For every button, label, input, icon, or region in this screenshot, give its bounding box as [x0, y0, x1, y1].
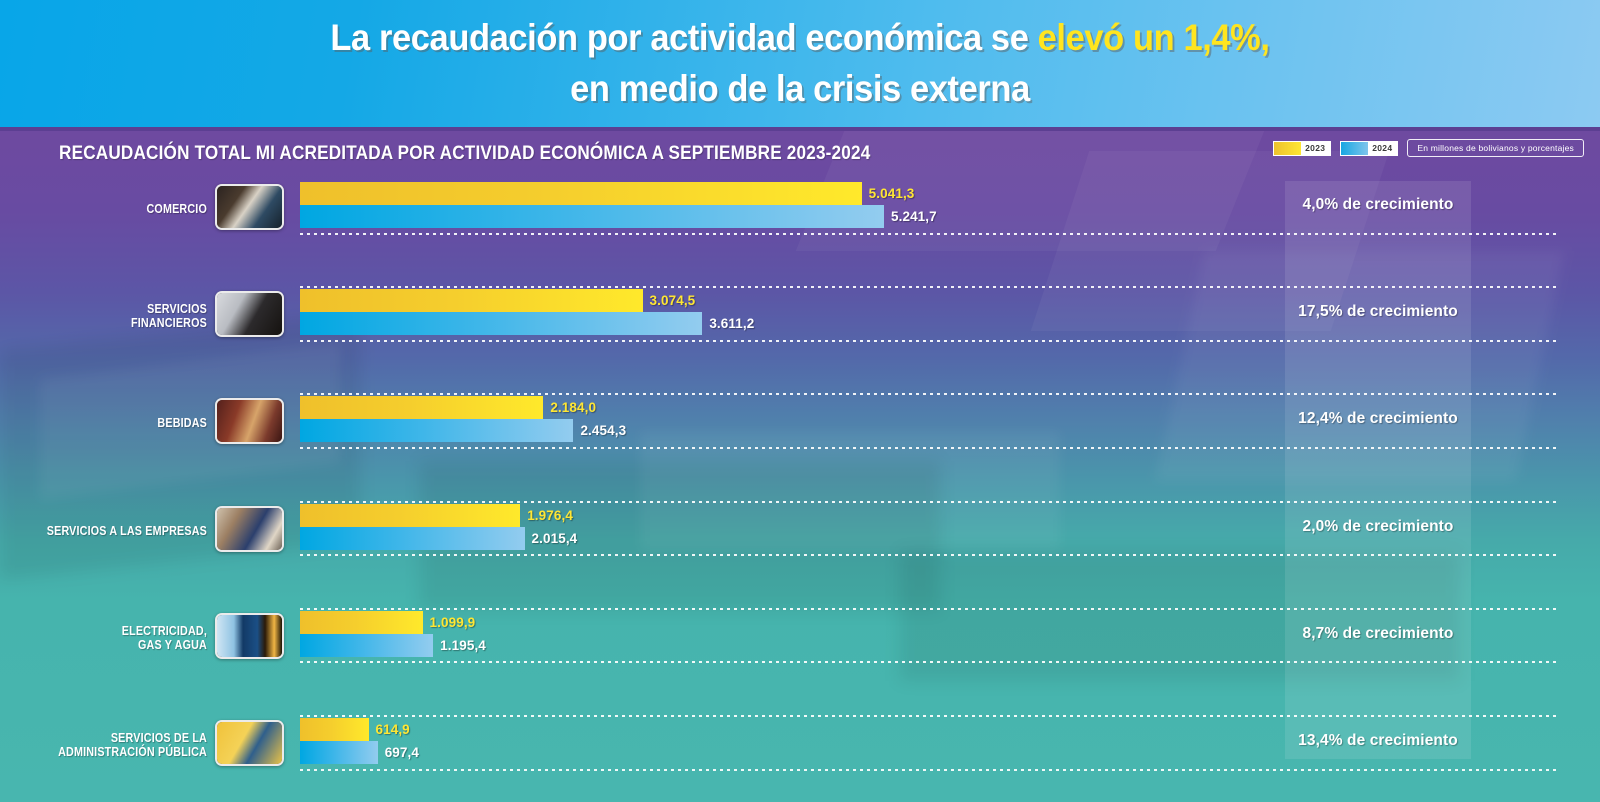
headline-accent: elevó un 1,4%, — [1037, 17, 1270, 58]
legend: 2023 2024 En millones de bolivianos y po… — [1273, 139, 1584, 157]
row-separator — [300, 554, 1558, 557]
legend-item-2024[interactable]: 2024 — [1340, 140, 1399, 156]
chart-rows: COMERCIO 5.041,3 5.241,7 4,0% de crecimi… — [0, 181, 1600, 771]
bar-value-2023: 2.184,0 — [550, 400, 597, 416]
business-photo — [215, 505, 284, 552]
financial-photo — [215, 291, 284, 338]
beverages-photo — [215, 398, 284, 445]
bar-value-2023: 1.976,4 — [527, 507, 573, 523]
category-label: SERVICIOS A LAS EMPRESAS — [46, 523, 207, 538]
bar-2023[interactable] — [300, 396, 544, 420]
chart-row: ELECTRICIDAD, GAS Y AGUA 1.099,9 1.195,4 … — [0, 395, 1600, 659]
bar-group: 3.074,5 3.611,2 — [300, 289, 924, 336]
bar-value-2024: 1.195,4 — [440, 637, 486, 653]
growth-label: 8,7% de crecimiento — [1302, 624, 1454, 642]
bar-group: 5.041,3 5.241,7 — [300, 182, 937, 228]
bar-2024[interactable] — [300, 633, 434, 657]
growth-label: 2,0% de crecimiento — [1302, 517, 1454, 535]
growth-label: 17,5% de crecimiento — [1298, 303, 1458, 321]
bar-2023[interactable] — [300, 182, 862, 205]
category-label: SERVICIOS FINANCIEROS — [131, 302, 207, 331]
thumbnail-image — [217, 293, 282, 336]
bar-value-2024: 3.611,2 — [709, 316, 755, 332]
bar-2024[interactable] — [300, 312, 703, 336]
row-separator — [300, 393, 1558, 396]
bar-value-2024: 697,4 — [384, 744, 419, 760]
bar-value-2024: 5.241,7 — [891, 209, 937, 224]
row-separator — [300, 607, 1558, 610]
thumbnail-image — [217, 721, 282, 764]
thumbnail-image — [217, 186, 282, 228]
category-label: ELECTRICIDAD, GAS Y AGUA — [121, 623, 207, 652]
category-label: BEBIDAS — [157, 416, 207, 431]
utilities-photo — [215, 612, 284, 659]
header-banner: La recaudación por actividad económica s… — [0, 0, 1600, 131]
thumbnail-image — [217, 507, 282, 550]
row-separator — [300, 714, 1558, 717]
bar-2023[interactable] — [300, 717, 369, 741]
bar-group: 1.099,9 1.195,4 — [300, 610, 924, 657]
page-subtitle: RECAUDACIÓN TOTAL MI ACREDITADA POR ACTI… — [59, 142, 871, 164]
chart-row: PRODUCTOS DE MINERALES NOMETÁLICOS 336,5… — [0, 610, 1600, 664]
thumbnail-image — [217, 614, 282, 657]
bar-group: 614,9 697,4 — [300, 717, 924, 764]
bar-2024[interactable] — [300, 205, 884, 228]
legend-swatch-2024 — [1341, 141, 1369, 155]
row-separator — [300, 286, 1558, 289]
bar-2023[interactable] — [300, 610, 423, 634]
growth-label: 4,0% de crecimiento — [1302, 196, 1454, 213]
headline-line-2: en medio de la crisis externa — [570, 68, 1030, 109]
growth-label: 12,4% de crecimiento — [1298, 410, 1458, 428]
bar-2023[interactable] — [300, 503, 521, 527]
legend-swatch-2023 — [1274, 141, 1302, 155]
header-divider — [0, 127, 1600, 131]
bar-group: 1.976,4 2.015,4 — [300, 503, 924, 550]
chart-row: PRODUCTOS DE MOLINERÍA YPANADERÍA 231,4 … — [0, 717, 1600, 771]
legend-label-2024: 2024 — [1372, 143, 1393, 153]
headline-line-1: La recaudación por actividad económica s… — [56, 12, 1544, 63]
legend-units-note: En millones de bolivianos y porcentajes — [1407, 139, 1584, 157]
thumbnail-image — [217, 400, 282, 443]
bar-value-2023: 1.099,9 — [429, 614, 476, 630]
row-separator — [300, 768, 1558, 771]
chart-row: COMERCIO 5.041,3 5.241,7 4,0% de crecimi… — [0, 181, 1600, 235]
bar-value-2024: 2.454,3 — [580, 423, 627, 439]
chart-row: PRODUCTOS ALIMENTICIOSDIVERSOS 446,4 473… — [0, 556, 1600, 610]
chart-row: SERVICIOS FINANCIEROS 3.074,5 3.611,2 17,… — [0, 235, 1600, 338]
chart-row: SUSTANCIAS Y PRODUCTOSQUÍMICOS 588,8 616… — [0, 503, 1600, 557]
legend-item-2023[interactable]: 2023 — [1273, 140, 1332, 156]
legend-label-2023: 2023 — [1305, 143, 1326, 153]
growth-label: 13,4% de crecimiento — [1298, 731, 1458, 749]
chart-row: SERVICIOS A LAS EMPRESAS 1.976,4 2.015,4… — [0, 342, 1600, 552]
bar-value-2023: 614,9 — [375, 721, 410, 737]
commerce-photo — [215, 184, 284, 230]
row-separator — [300, 446, 1558, 449]
chart-row: SERVICIOS DE LA ADMINISTRACIÓN PÚBLICA 61… — [0, 449, 1600, 766]
row-separator — [300, 339, 1558, 342]
bar-value-2023: 5.041,3 — [868, 186, 915, 201]
row-separator — [300, 500, 1558, 503]
headline-text-plain: La recaudación por actividad económica s… — [330, 17, 1038, 58]
public-admin-photo — [215, 719, 284, 766]
bar-2024[interactable] — [300, 419, 574, 443]
bar-2023[interactable] — [300, 289, 643, 313]
headline: La recaudación por actividad económica s… — [56, 12, 1544, 114]
bar-group: 2.184,0 2.454,3 — [300, 396, 924, 443]
category-label: COMERCIO — [146, 202, 207, 216]
bar-2024[interactable] — [300, 526, 525, 550]
category-label: SERVICIOS DE LA ADMINISTRACIÓN PÚBLICA — [58, 730, 207, 759]
bar-value-2023: 3.074,5 — [649, 293, 696, 309]
bar-value-2024: 2.015,4 — [531, 530, 578, 546]
chart-row: BEBIDAS 2.184,0 2.454,3 12,4% de crecimi… — [0, 288, 1600, 445]
chart-row: RESTAURANTES YHOTELES 298,5 309,2 3,6% d… — [0, 663, 1600, 717]
row-separator — [300, 661, 1558, 664]
bar-2024[interactable] — [300, 740, 378, 764]
row-separator — [300, 232, 1558, 235]
